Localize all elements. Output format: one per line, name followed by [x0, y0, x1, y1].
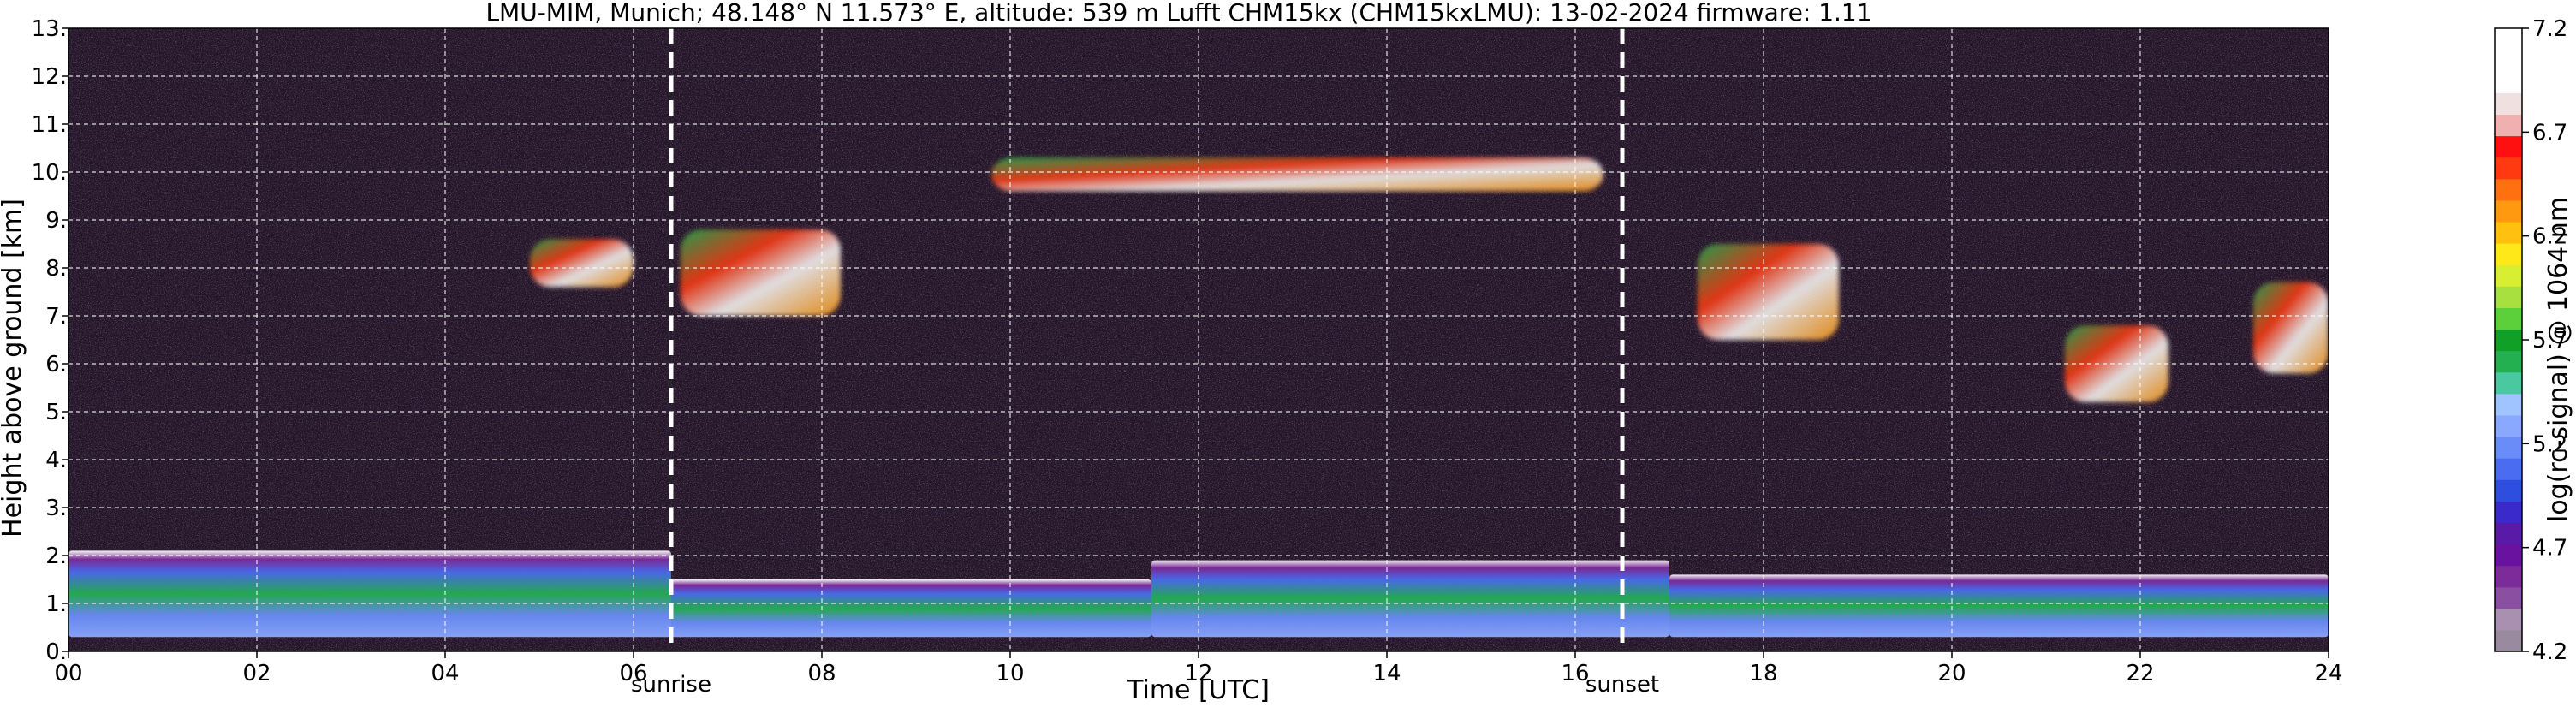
y-tick-label: 11. — [32, 112, 67, 138]
x-tick-label: 22 — [2126, 661, 2154, 686]
colorbar-segment — [2495, 114, 2522, 137]
colorbar-segment — [2495, 414, 2522, 437]
colorbar-segment — [2495, 436, 2522, 459]
x-tick-label: 10 — [996, 661, 1024, 686]
x-tick-label: 14 — [1372, 661, 1401, 686]
colorbar-segment — [2495, 501, 2522, 523]
colorbar-segment — [2495, 157, 2522, 180]
colorbar-segment — [2495, 586, 2522, 609]
x-tick-label: 20 — [1937, 661, 1966, 686]
colorbar-tick-label: 7.2 — [2532, 16, 2567, 42]
colorbar-segment — [2495, 264, 2522, 287]
y-tick-label: 7. — [45, 304, 67, 330]
y-tick-label: 1. — [45, 591, 67, 617]
boundary-layer — [68, 550, 671, 638]
x-tick-label: 00 — [54, 661, 82, 686]
colorbar-segment — [2495, 350, 2522, 373]
cloud-layers — [68, 157, 2329, 638]
chart-title: LMU-MIM, Munich; 48.148° N 11.573° E, al… — [485, 0, 1871, 27]
x-axis-label: Time [UTC] — [1127, 675, 1270, 705]
colorbar-segment — [2495, 178, 2522, 201]
y-tick-label: 3. — [45, 496, 67, 521]
colorbar-segment — [2495, 307, 2522, 330]
x-tick-label: 24 — [2314, 661, 2342, 686]
x-tick-label: 04 — [431, 661, 459, 686]
colorbar-segment — [2495, 135, 2522, 158]
y-tick-label: 5. — [45, 400, 67, 425]
cloud-patch — [2253, 282, 2329, 374]
colorbar-segment — [2495, 50, 2522, 72]
x-tick-label: 18 — [1749, 661, 1777, 686]
y-tick-label: 8. — [45, 256, 67, 282]
colorbar-segment — [2495, 28, 2522, 50]
boundary-layer — [671, 579, 1151, 638]
y-tick-label: 2. — [45, 544, 67, 569]
colorbar-segment — [2495, 329, 2522, 352]
y-axis-ticks: 0. 1. 2. 3. 4. 5. 6. 7. 8. 9. 10. 11. 12. 13. — [32, 16, 68, 665]
plot-area — [68, 28, 2329, 651]
cloud-patch — [681, 229, 841, 316]
x-tick-label: 12 — [1184, 661, 1212, 686]
grid-lines — [68, 28, 2329, 651]
y-tick-label: 4. — [45, 448, 67, 473]
x-tick-label: 02 — [242, 661, 271, 686]
cloud-patch — [2065, 325, 2168, 402]
x-tick-label: 08 — [807, 661, 836, 686]
y-tick-label: 13. — [32, 16, 67, 42]
colorbar-segment — [2495, 393, 2522, 416]
colorbar-tick-label: 6.7 — [2532, 120, 2567, 146]
colorbar-tick-label: 5.2 — [2532, 431, 2567, 457]
colorbar-tick-label: 4.7 — [2532, 536, 2567, 561]
sun-marker-labels: sunrise sunset — [631, 672, 1659, 698]
sun-marker-label: sunrise — [631, 672, 711, 698]
cloud-patch — [530, 239, 634, 288]
colorbar-tick-label: 4.2 — [2532, 639, 2567, 665]
colorbar-segment — [2495, 544, 2522, 567]
colorbar — [2494, 27, 2523, 652]
colorbar-segment — [2495, 199, 2522, 223]
x-tick-label: 16 — [1561, 661, 1589, 686]
colorbar-segment — [2495, 479, 2522, 502]
colorbar-label: log(rc-signal) @ 1064 nm — [2543, 197, 2573, 522]
colorbar-segment — [2495, 522, 2522, 545]
colorbar-segment — [2495, 286, 2522, 308]
colorbar-segment — [2495, 629, 2522, 652]
sun-markers — [669, 28, 1625, 651]
y-tick-label: 0. — [45, 639, 67, 665]
colorbar-segment — [2495, 71, 2522, 93]
y-axis-label: Height above ground [km] — [0, 199, 27, 538]
x-axis-ticks: 00 02 04 06 08 10 12 14 16 18 20 22 24 — [54, 651, 2343, 686]
colorbar-segment — [2495, 371, 2522, 395]
cloud-patch — [1698, 244, 1839, 340]
y-tick-label: 9. — [45, 208, 67, 234]
colorbar-ticks: 4.2 4.7 5.2 5.7 6.2 6.7 7.2 — [2522, 16, 2567, 665]
colorbar-segment — [2495, 92, 2522, 116]
x-tick-label: 06 — [619, 661, 647, 686]
colorbar-segment — [2495, 458, 2522, 480]
sun-marker-label: sunset — [1585, 672, 1659, 698]
colorbar-tick-label: 5.7 — [2532, 328, 2567, 354]
y-tick-label: 6. — [45, 352, 67, 377]
colorbar-segment — [2495, 608, 2522, 631]
boundary-layer — [1151, 560, 1669, 638]
cloud-patch — [991, 157, 1603, 192]
colorbar-segment — [2495, 243, 2522, 265]
y-tick-label: 10. — [32, 160, 67, 186]
colorbar-segment — [2495, 221, 2522, 244]
colorbar-segment — [2495, 565, 2522, 588]
boundary-layer — [1669, 574, 2329, 638]
colorbar-tick-label: 6.2 — [2532, 224, 2567, 250]
y-tick-label: 12. — [32, 64, 67, 90]
